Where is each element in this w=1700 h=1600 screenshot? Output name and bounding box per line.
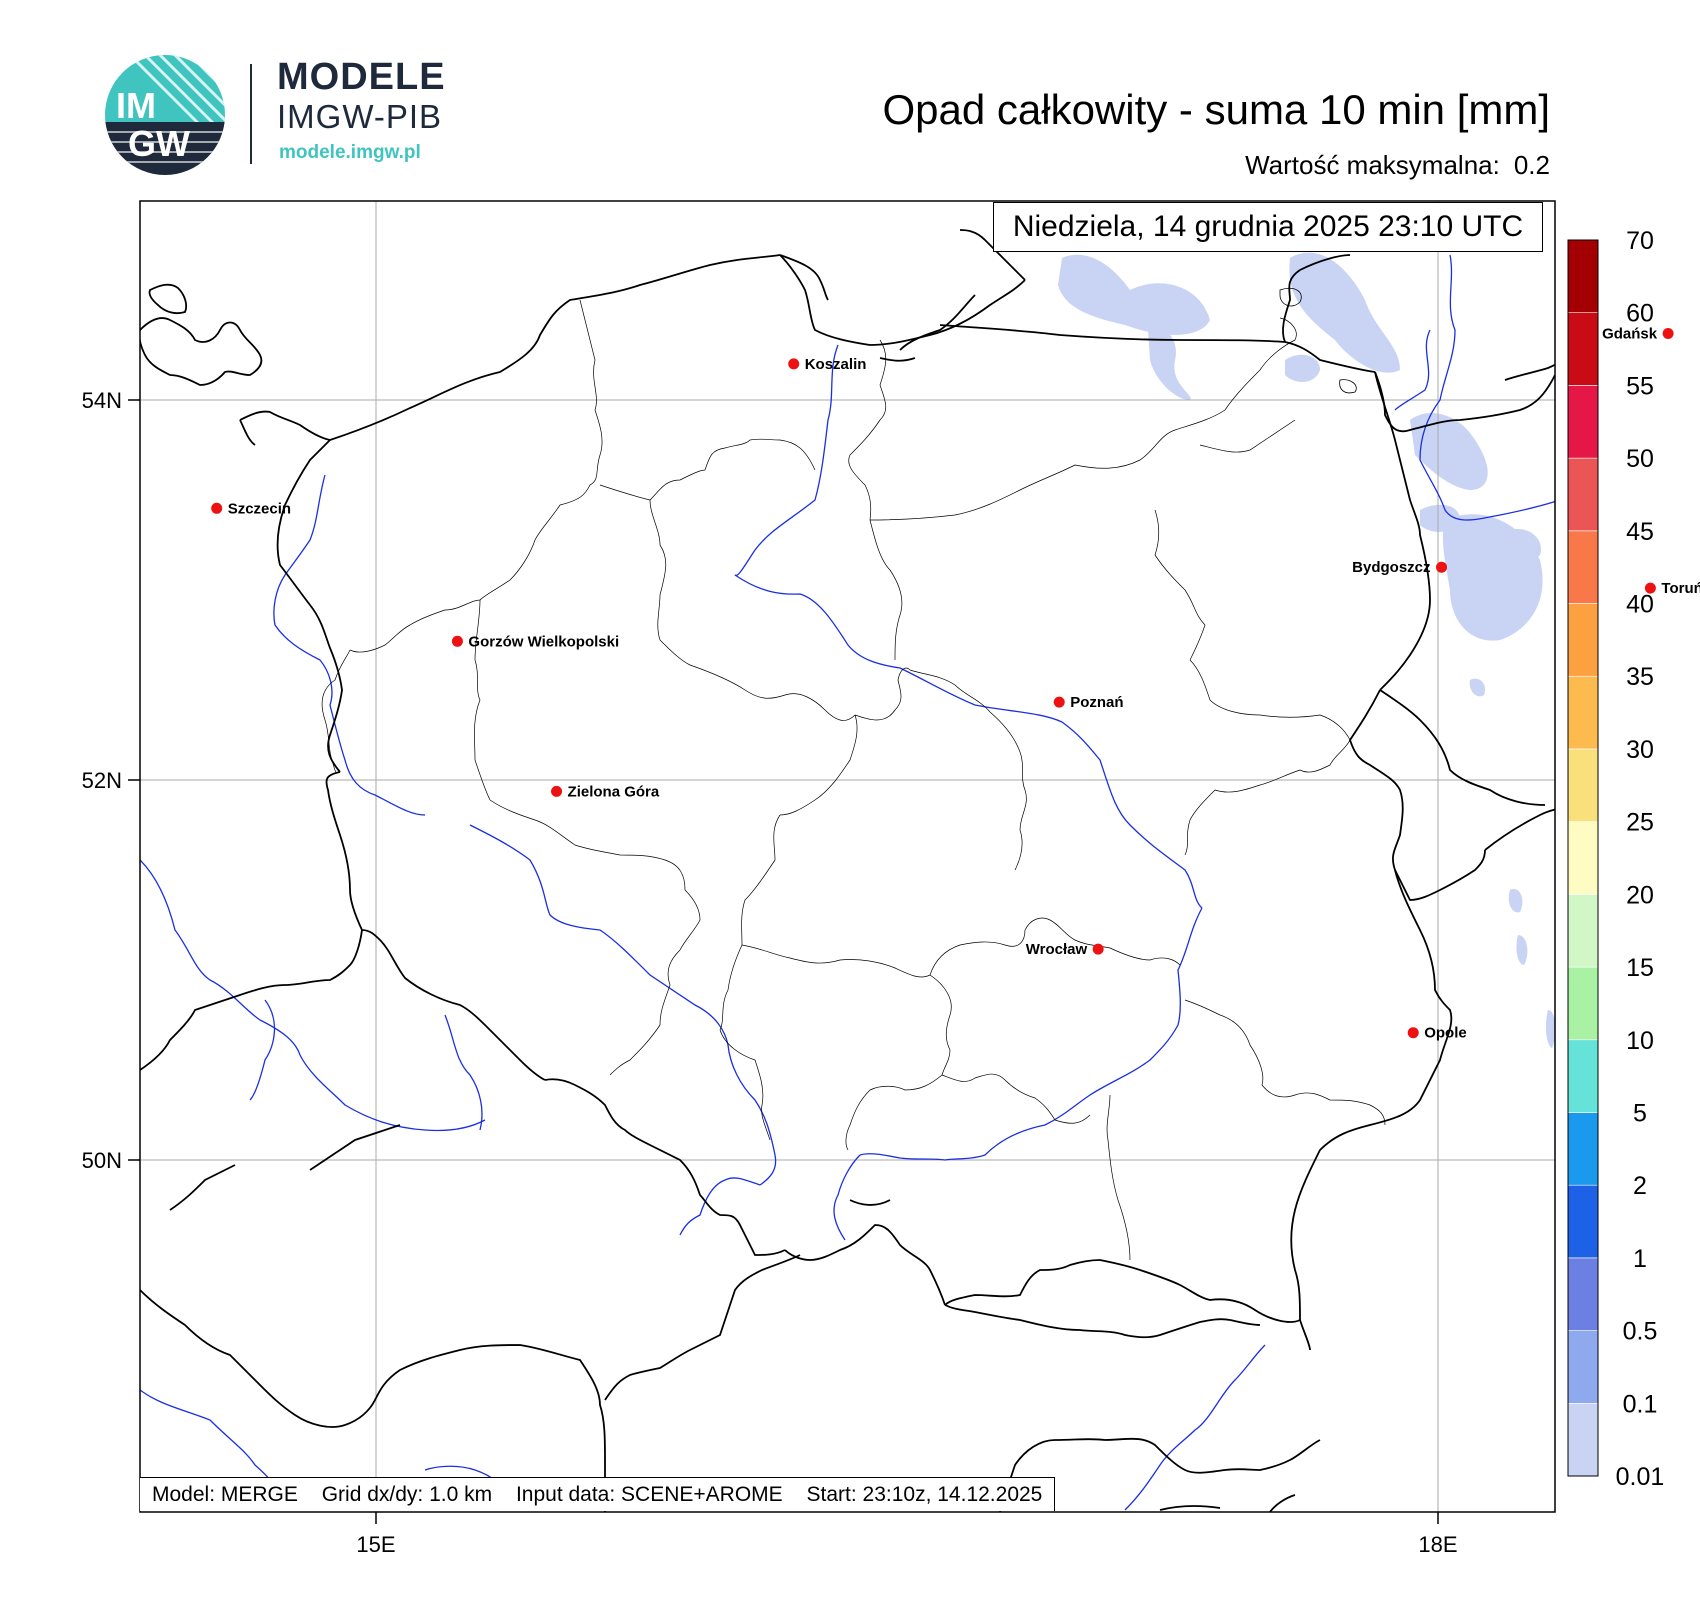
logo-divider <box>250 64 252 164</box>
colorbar-label: 35 <box>1626 663 1654 691</box>
colorbar-swatch <box>1567 748 1599 822</box>
city-label: Szczecin <box>228 500 291 517</box>
city-dot <box>1092 943 1104 955</box>
colorbar-frame <box>1567 239 1599 1477</box>
max-value-line: Wartość maksymalna: 0.2 <box>1231 150 1550 181</box>
colorbar-swatch <box>1567 1257 1599 1331</box>
colorbar-swatch <box>1567 385 1599 459</box>
colorbar-label: 45 <box>1626 518 1654 546</box>
colorbar-swatch <box>1567 1402 1599 1477</box>
svg-text:IM: IM <box>116 85 156 126</box>
colorbar-label: 40 <box>1626 591 1654 619</box>
max-value-label: Wartość maksymalna: <box>1245 150 1500 180</box>
colorbar-swatch <box>1567 1330 1599 1404</box>
city-dot <box>1644 582 1656 594</box>
lakes-outline <box>1279 287 1357 394</box>
colorbar-swatch <box>1567 1112 1599 1186</box>
city-dot <box>211 502 223 514</box>
city-label: Poznań <box>1070 694 1123 711</box>
lat-tick-label: 50N <box>82 1148 122 1173</box>
city-markers: GdańskKoszalinSuwałkiOlsztynSzczecinBiał… <box>211 326 1700 1042</box>
colorbar-label: 25 <box>1626 809 1654 837</box>
max-value: 0.2 <box>1513 150 1550 180</box>
lat-tick-label: 54N <box>82 388 122 413</box>
city-dot <box>1662 328 1674 339</box>
colorbar-label: 10 <box>1626 1027 1654 1055</box>
lon-tick-label: 18E <box>1418 1532 1457 1557</box>
brand-subtitle: IMGW-PIB <box>277 98 443 135</box>
city-label: Wrocław <box>1026 941 1088 958</box>
city-dot <box>1407 1027 1419 1039</box>
colorbar-swatch <box>1567 239 1599 314</box>
axis-ticks: 15E18E21E24E54N52N50N <box>82 388 1458 1557</box>
lon-tick-label: 15E <box>356 1532 395 1557</box>
map-frame <box>139 200 1556 1513</box>
lat-tick-label: 52N <box>82 768 122 793</box>
brand-title: MODELE <box>277 56 446 98</box>
colorbar-label: 0.5 <box>1623 1318 1658 1346</box>
city-label: Koszalin <box>805 356 867 373</box>
colorbar-swatch <box>1567 821 1599 895</box>
imgw-logo[interactable]: IM GW MODELE IMGW-PIB modele.imgw.pl <box>104 54 464 184</box>
precipitation-layer <box>1058 252 1555 1048</box>
grid-size: Grid dx/dy: 1.0 km <box>321 1483 493 1506</box>
city-dot <box>1436 561 1448 573</box>
colorbar-swatch <box>1567 603 1599 677</box>
colorbar-label: 15 <box>1626 954 1654 982</box>
colorbar-label: 30 <box>1626 736 1654 764</box>
start-time: Start: 23:10z, 14.12.2025 <box>806 1483 1043 1506</box>
city-label: Bydgoszcz <box>1352 559 1430 576</box>
colorbar-label: 20 <box>1626 881 1654 909</box>
colorbar-swatch <box>1567 312 1599 386</box>
graticule <box>140 201 1555 1512</box>
colorbar-swatch <box>1567 1184 1599 1259</box>
city-label: Opole <box>1424 1025 1467 1042</box>
colorbar-label: 50 <box>1626 445 1654 473</box>
colorbar-swatch <box>1567 966 1599 1041</box>
colorbar-label: 0.1 <box>1623 1390 1658 1418</box>
city-dot <box>788 358 800 370</box>
colorbar-label: 2 <box>1633 1172 1647 1200</box>
city-dot <box>451 635 463 647</box>
colorbar-label: 60 <box>1626 300 1654 328</box>
colorbar-swatch <box>1567 1039 1599 1113</box>
city-label: Gdańsk <box>1602 326 1658 343</box>
city-dot <box>1053 696 1065 708</box>
colorbar-label: 1 <box>1633 1245 1647 1273</box>
colorbar-swatch <box>1567 530 1599 604</box>
svg-text:GW: GW <box>128 123 190 164</box>
model-info: Model: MERGE Grid dx/dy: 1.0 km Input da… <box>140 1477 1056 1511</box>
national-borders <box>140 229 1555 1512</box>
colorbar-label: 70 <box>1626 227 1654 255</box>
brand-url-link[interactable]: modele.imgw.pl <box>279 142 421 163</box>
city-label: Toruń <box>1661 580 1700 597</box>
imgw-logo-icon: IM GW <box>105 55 225 175</box>
colorbar-label: 55 <box>1626 372 1654 400</box>
colorbar-swatch <box>1567 675 1599 750</box>
colorbar-swatch <box>1567 457 1599 532</box>
voivodeship-boundaries <box>321 299 1386 1261</box>
chart-title: Opad całkowity - suma 10 min [mm] <box>882 86 1550 133</box>
colorbar-label: 0.01 <box>1616 1463 1665 1491</box>
map-content <box>140 201 1555 1512</box>
city-label: Zielona Góra <box>568 783 660 800</box>
rivers-layer <box>140 254 1555 1511</box>
model-name: Model: MERGE <box>152 1483 298 1506</box>
colorbar-label: 5 <box>1633 1099 1647 1127</box>
input-data: Input data: SCENE+AROME <box>515 1483 783 1506</box>
colorbar-swatch <box>1567 894 1599 968</box>
forecast-date: Niedziela, 14 grudnia 2025 23:10 UTC <box>993 202 1543 252</box>
city-dot <box>551 785 563 797</box>
city-label: Gorzów Wielkopolski <box>468 633 619 650</box>
